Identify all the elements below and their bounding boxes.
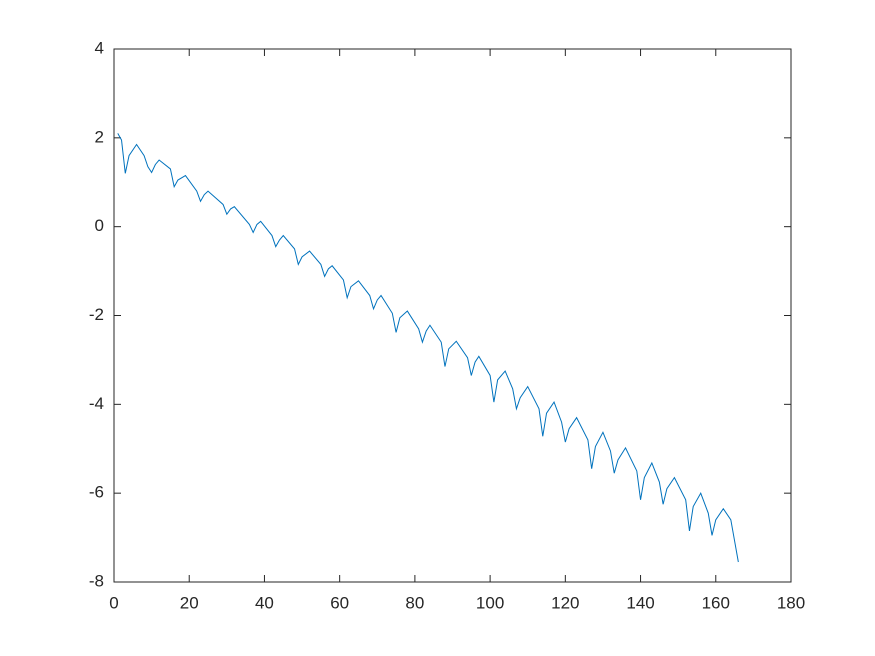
y-tick-label: -4: [89, 394, 104, 413]
y-tick-label: -2: [89, 305, 104, 324]
x-tick-label: 80: [405, 593, 424, 612]
y-tick-label: 2: [95, 127, 104, 146]
x-tick-label: 120: [551, 593, 579, 612]
y-tick-label: -8: [89, 571, 104, 590]
x-tick-label: 140: [626, 593, 654, 612]
y-tick-label: 0: [95, 216, 104, 235]
line: [117, 133, 739, 563]
plot-area: [113, 48, 792, 583]
x-tick-label: 40: [255, 593, 274, 612]
y-tick-label: 4: [95, 38, 104, 57]
x-tick-label: 0: [109, 593, 118, 612]
x-tick-label: 180: [777, 593, 805, 612]
x-tick-label: 60: [330, 593, 349, 612]
y-tick-label: -6: [89, 483, 104, 502]
x-tick-label: 160: [702, 593, 730, 612]
x-tick-label: 100: [476, 593, 504, 612]
x-tick-label: 20: [180, 593, 199, 612]
